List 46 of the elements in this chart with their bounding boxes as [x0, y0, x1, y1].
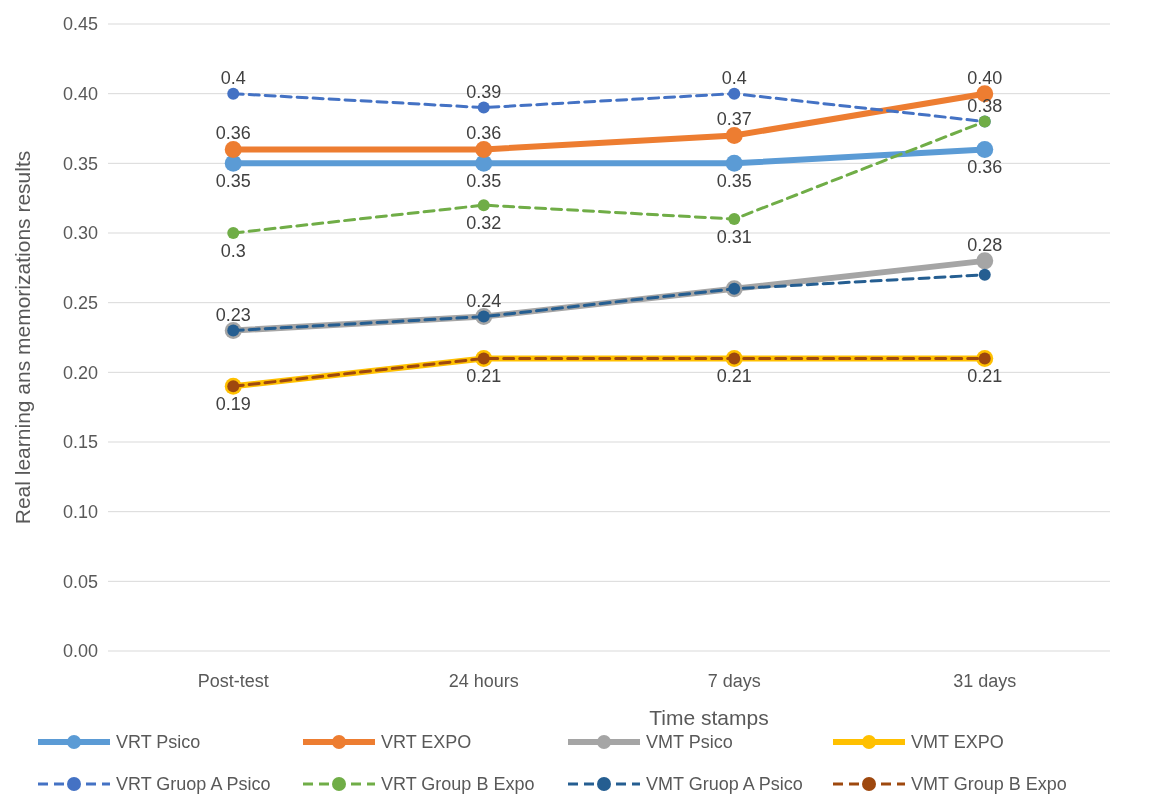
x-tick-label: Post-test — [197, 671, 269, 691]
legend-label: VMT Gruop A Psico — [646, 774, 803, 795]
y-tick-label: 0.35 — [62, 153, 98, 174]
data-label: 0.37 — [716, 109, 752, 130]
y-tick-label: 0.10 — [62, 501, 98, 522]
legend-label: VRT Gruop A Psico — [116, 774, 271, 795]
data-label: 0.28 — [967, 234, 1003, 255]
data-label: 0.21 — [466, 366, 502, 387]
data-label: 0.24 — [466, 290, 502, 311]
data-label: 0.36 — [967, 157, 1003, 178]
y-tick-label: 0.20 — [62, 362, 98, 383]
y-tick-label: 0.05 — [62, 571, 98, 592]
data-label: 0.21 — [967, 366, 1003, 387]
y-tick-label: 0.00 — [62, 641, 98, 662]
x-axis-title: Time stamps — [649, 706, 769, 729]
data-label: 0.35 — [716, 171, 752, 192]
legend-label: VRT Psico — [116, 732, 201, 753]
y-tick-label: 0.15 — [62, 432, 98, 453]
x-tick-label: 31 days — [953, 671, 1017, 691]
y-tick-label: 0.25 — [62, 292, 98, 313]
data-label: 0.23 — [215, 304, 251, 325]
data-label: 0.19 — [215, 394, 251, 415]
y-tick-label: 0.30 — [62, 223, 98, 244]
data-label: 0.35 — [466, 171, 502, 192]
y-axis-title: Real learning ans memorizations results — [11, 150, 34, 525]
x-tick-label: 24 hours — [448, 671, 519, 691]
data-label: 0.35 — [215, 171, 251, 192]
y-tick-label: 0.40 — [62, 83, 98, 104]
data-label: 0.4 — [220, 67, 246, 88]
legend-label: VMT Group B Expo — [911, 774, 1067, 795]
data-label: 0.36 — [466, 123, 502, 144]
legend-label: VMT EXPO — [911, 732, 1004, 753]
data-label: 0.31 — [716, 227, 752, 248]
data-label: 0.32 — [466, 213, 502, 234]
y-tick-label: 0.45 — [62, 14, 98, 35]
x-tick-label: 7 days — [707, 671, 761, 691]
legend-label: VRT EXPO — [381, 732, 472, 753]
legend-label: VRT Group B Expo — [381, 774, 535, 795]
legend-label: VMT Psico — [646, 732, 733, 753]
data-label: 0.3 — [220, 241, 246, 261]
data-label: 0.21 — [716, 366, 752, 387]
data-label: 0.38 — [967, 95, 1003, 116]
data-label: 0.4 — [721, 67, 747, 88]
data-label: 0.40 — [967, 67, 1003, 88]
data-label: 0.36 — [215, 123, 251, 144]
data-label: 0.39 — [466, 81, 502, 102]
